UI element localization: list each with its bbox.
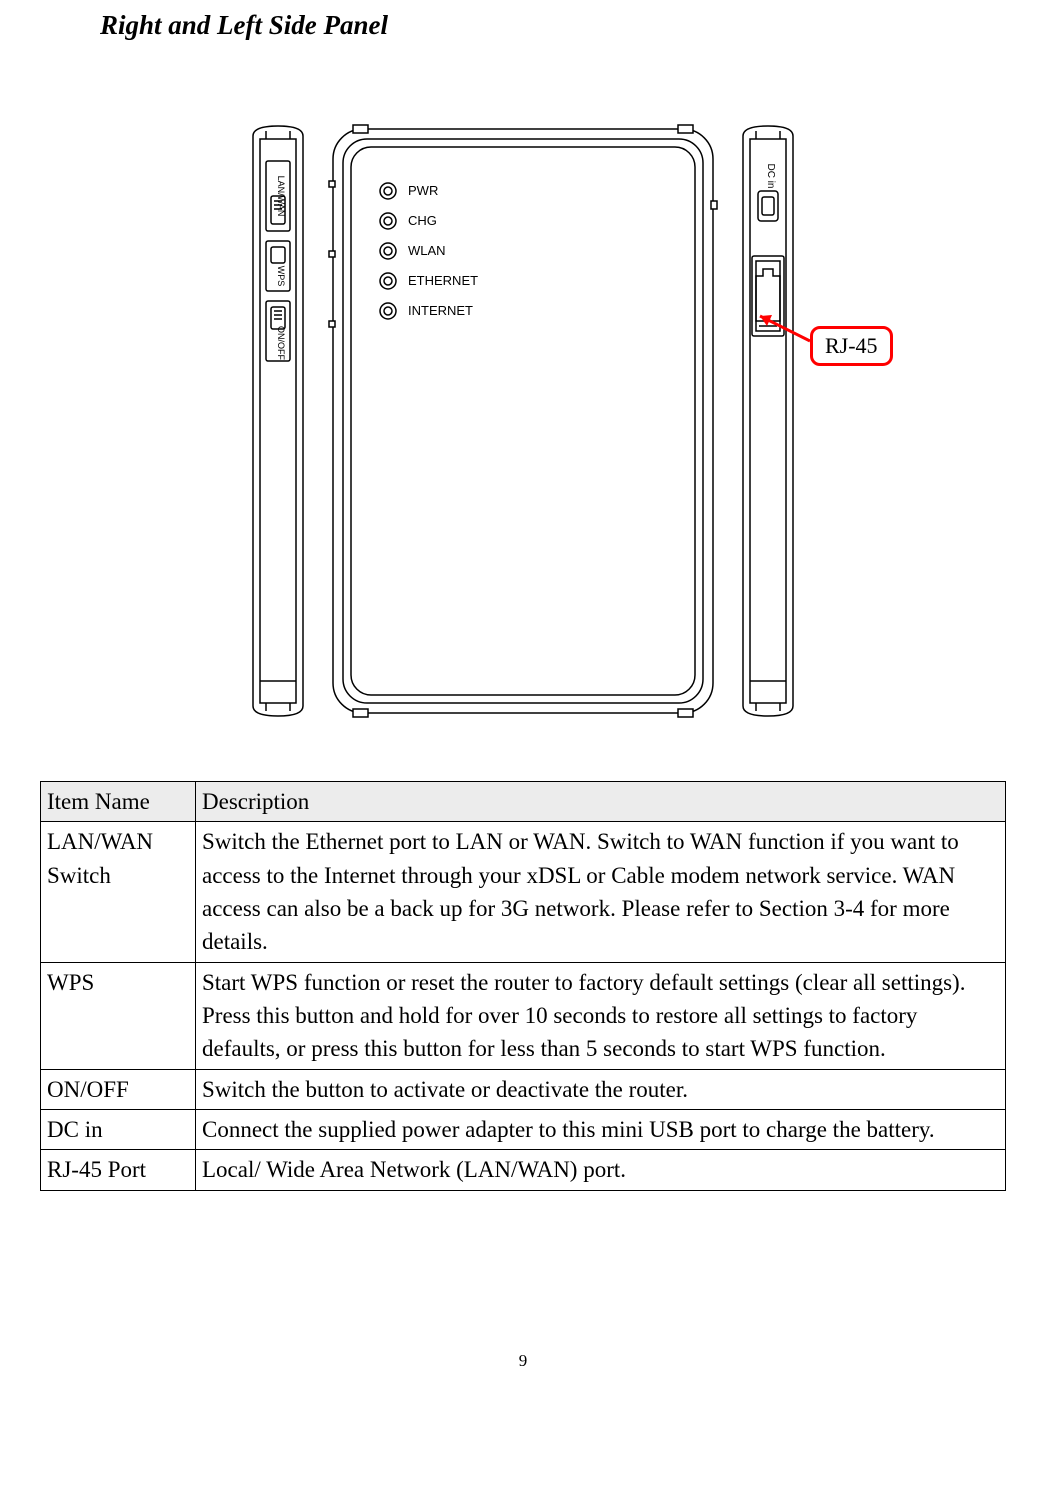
led-chg: CHG bbox=[408, 213, 437, 228]
cell-name: RJ-45 Port bbox=[41, 1150, 196, 1190]
cell-name: LAN/WAN Switch bbox=[41, 822, 196, 962]
led-ethernet: ETHERNET bbox=[408, 273, 478, 288]
label-wps: WPS bbox=[276, 266, 286, 287]
table-row: LAN/WAN Switch Switch the Ethernet port … bbox=[41, 822, 1006, 962]
left-side-panel: LAN/WAN WPS ON/OFF bbox=[238, 121, 318, 721]
th-item-name: Item Name bbox=[41, 782, 196, 822]
table-row: RJ-45 Port Local/ Wide Area Network (LAN… bbox=[41, 1150, 1006, 1190]
description-table: Item Name Description LAN/WAN Switch Swi… bbox=[40, 781, 1006, 1191]
cell-desc: Connect the supplied power adapter to th… bbox=[196, 1110, 1006, 1150]
label-dcin: DC in bbox=[765, 163, 776, 188]
cell-desc: Local/ Wide Area Network (LAN/WAN) port. bbox=[196, 1150, 1006, 1190]
cell-desc: Switch the Ethernet port to LAN or WAN. … bbox=[196, 822, 1006, 962]
section-heading: Right and Left Side Panel bbox=[100, 10, 1006, 41]
label-onoff: ON/OFF bbox=[276, 326, 286, 360]
cell-name: WPS bbox=[41, 962, 196, 1069]
device-diagram: LAN/WAN WPS ON/OFF bbox=[40, 121, 1006, 721]
cell-desc: Start WPS function or reset the router t… bbox=[196, 962, 1006, 1069]
led-pwr: PWR bbox=[408, 183, 438, 198]
th-description: Description bbox=[196, 782, 1006, 822]
table-row: ON/OFF Switch the button to activate or … bbox=[41, 1069, 1006, 1109]
label-lanwan: LAN/WAN bbox=[276, 176, 286, 217]
led-internet: INTERNET bbox=[408, 303, 473, 318]
page-number: 9 bbox=[40, 1351, 1006, 1371]
table-row: WPS Start WPS function or reset the rout… bbox=[41, 962, 1006, 1069]
table-row: DC in Connect the supplied power adapter… bbox=[41, 1110, 1006, 1150]
rj45-callout: RJ-45 bbox=[810, 326, 893, 366]
cell-name: ON/OFF bbox=[41, 1069, 196, 1109]
led-wlan: WLAN bbox=[408, 243, 446, 258]
right-side-panel: DC in bbox=[728, 121, 808, 721]
cell-name: DC in bbox=[41, 1110, 196, 1150]
cell-desc: Switch the button to activate or deactiv… bbox=[196, 1069, 1006, 1109]
front-panel: PWR CHG WLAN ETHERNET INTERNET bbox=[323, 121, 723, 721]
